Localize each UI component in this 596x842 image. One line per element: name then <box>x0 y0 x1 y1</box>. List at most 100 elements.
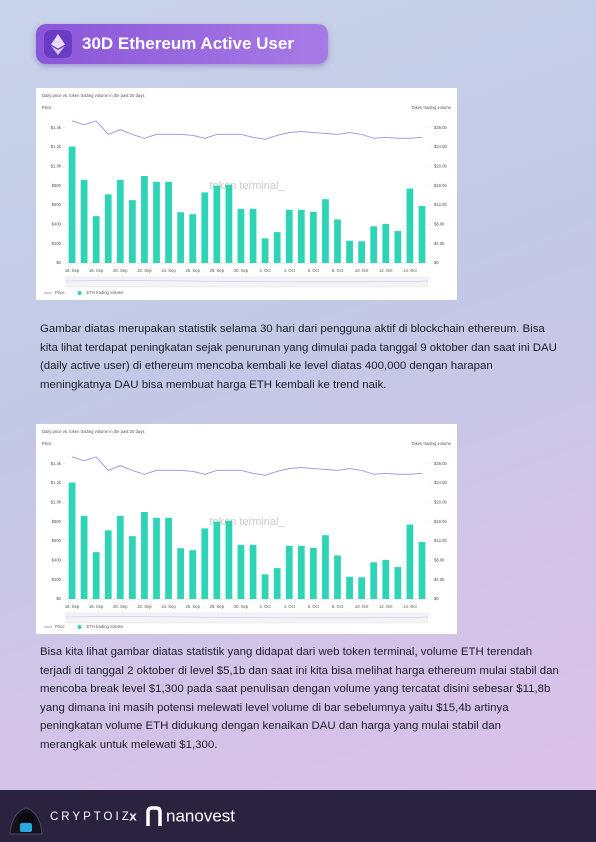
y-tick-label: $800 <box>52 183 62 188</box>
bar <box>322 535 329 599</box>
y-tick-label: $1.0k <box>51 163 62 168</box>
bar <box>213 521 221 599</box>
bar <box>201 528 209 599</box>
bar <box>225 520 233 599</box>
bar <box>68 146 76 263</box>
x-tick-label: 22. Sep <box>137 268 152 273</box>
bar <box>80 515 88 599</box>
bar <box>297 209 305 263</box>
y-tick-label: $600 <box>52 538 62 543</box>
y-tick-label: $1.4k <box>51 125 62 130</box>
bar <box>285 209 293 263</box>
bar <box>346 240 353 263</box>
chart: Daily price vs. token trading volume in … <box>36 424 457 634</box>
y2-tick-label: $24.0b <box>434 144 447 149</box>
bar <box>370 562 378 599</box>
separator: x <box>129 808 137 823</box>
bar <box>201 192 209 263</box>
footer: CRYPTOIZ x nanovest <box>0 790 596 842</box>
y2-tick-label: $20.0b <box>434 499 447 504</box>
bar <box>153 517 160 599</box>
x-tick-label: 18. Sep <box>89 604 104 609</box>
bar <box>213 185 221 263</box>
y-tick-label: $200 <box>52 577 62 582</box>
navigator-trace <box>65 616 429 619</box>
x-tick-label: 12. Oct <box>379 604 393 609</box>
legend-label: ETH trading volume <box>87 624 125 629</box>
x-tick-label: 24. Sep <box>161 604 176 609</box>
bar <box>346 576 353 599</box>
x-tick-label: 28. Sep <box>210 268 225 273</box>
legend-label: Price <box>55 290 65 295</box>
bar <box>261 238 269 263</box>
bar <box>92 552 100 599</box>
y-tick-label: $1.0k <box>51 499 62 504</box>
bar <box>189 550 197 599</box>
x-tick-label: 2. Oct <box>260 604 272 609</box>
bar <box>309 547 317 599</box>
bar <box>237 208 245 263</box>
x-tick-label: 26. Sep <box>185 268 200 273</box>
bar <box>128 200 136 263</box>
bar <box>68 482 76 599</box>
bar <box>370 226 378 263</box>
bar <box>225 184 233 263</box>
bar <box>322 199 329 263</box>
y-tick-label: $0 <box>56 596 61 601</box>
y-tick-label: $400 <box>52 557 62 562</box>
y2-axis-label: Token trading volume <box>411 105 451 110</box>
price-line <box>71 456 423 476</box>
bar <box>153 181 160 263</box>
y2-tick-label: $4.0b <box>434 241 445 246</box>
x-tick-label: 10. Oct <box>355 268 369 273</box>
x-tick-label: 30. Sep <box>234 268 249 273</box>
x-tick-label: 16. Sep <box>65 604 80 609</box>
y-tick-label: $200 <box>52 241 62 246</box>
nanovest-icon <box>146 806 162 826</box>
y2-tick-label: $12.0b <box>434 538 447 543</box>
y-tick-label: $0 <box>56 260 61 265</box>
bar <box>406 188 414 263</box>
x-tick-label: 18. Sep <box>89 268 104 273</box>
brand-nanovest: nanovest <box>166 806 235 825</box>
x-tick-label: 2. Oct <box>260 268 272 273</box>
y2-tick-label: $24.0b <box>434 480 447 485</box>
y-tick-label: $1.2k <box>51 144 62 149</box>
bar <box>285 545 293 599</box>
y2-tick-label: $28.0b <box>434 125 447 130</box>
x-tick-label: 4. Oct <box>284 604 296 609</box>
bar <box>394 567 402 599</box>
bar <box>141 512 148 599</box>
legend-swatch <box>77 291 82 295</box>
navigator-trace <box>65 280 429 283</box>
eth-icon <box>44 30 72 58</box>
y2-tick-label: $16.0b <box>434 183 447 188</box>
bar <box>418 205 426 263</box>
y-axis-label: Price <box>42 441 52 446</box>
watermark: token terminal_ <box>209 180 285 192</box>
chart-title: Daily price vs. token trading volume in … <box>42 93 144 98</box>
header-badge: 30D Ethereum Active User <box>36 24 328 64</box>
x-tick-label: 22. Sep <box>137 604 152 609</box>
x-tick-label: 30. Sep <box>234 604 249 609</box>
y-axis-label: Price <box>42 105 52 110</box>
bar <box>104 194 112 263</box>
legend-label: ETH trading volume <box>87 290 125 295</box>
header-title: 30D Ethereum Active User <box>82 34 294 53</box>
bar <box>165 181 172 263</box>
bar <box>382 223 390 263</box>
y2-tick-label: $8.0b <box>434 221 445 226</box>
bar <box>273 568 281 599</box>
chart: Daily price vs. token trading volume in … <box>36 88 457 300</box>
bar <box>116 515 124 599</box>
y2-axis-label: Token trading volume <box>411 441 451 446</box>
y2-tick-label: $0 <box>434 260 439 265</box>
paragraph: Bisa kita lihat gambar diatas statistik … <box>40 646 559 751</box>
bar <box>92 216 100 263</box>
y2-tick-label: $0 <box>434 596 439 601</box>
bar <box>116 179 124 263</box>
price-line <box>71 120 423 140</box>
y2-tick-label: $28.0b <box>434 461 447 466</box>
paragraph: Gambar diatas merupakan statistik selama… <box>40 323 557 391</box>
